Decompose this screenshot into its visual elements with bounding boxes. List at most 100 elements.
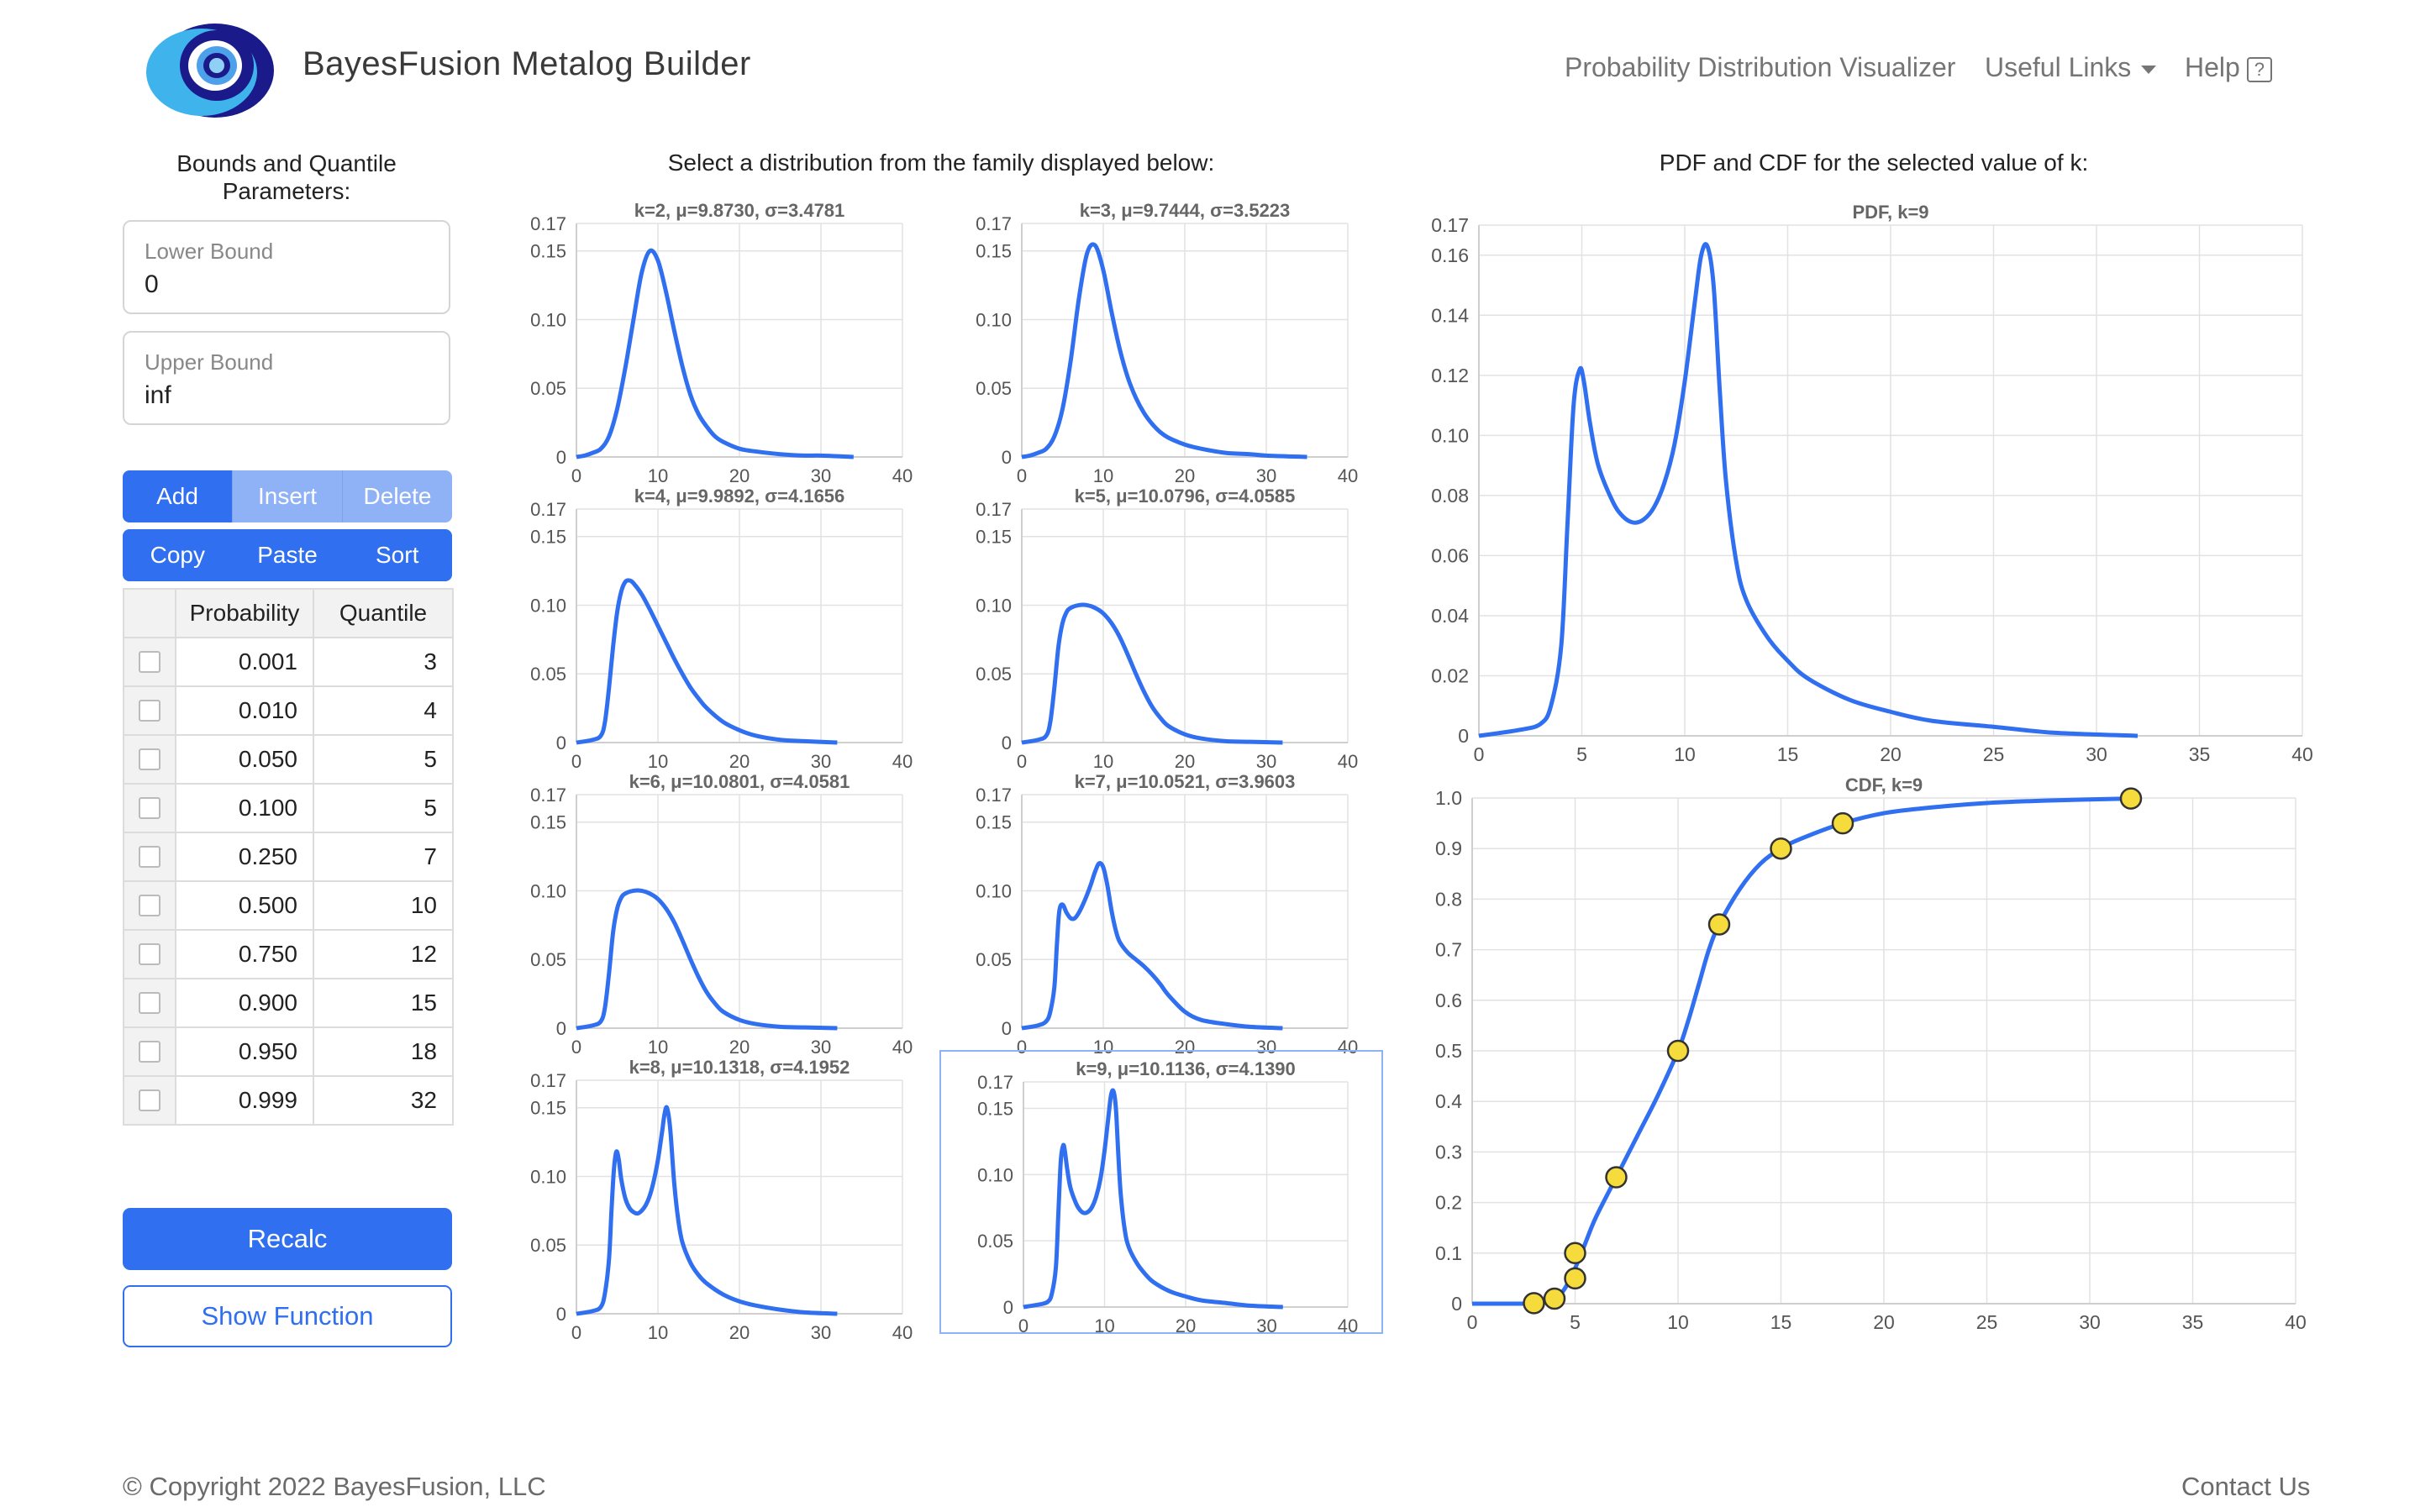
distribution-thumbnail-k7[interactable]: k=7, μ=10.0521, σ=3.9603 0 0.05 0.10 0.15 0.1… — [953, 771, 1398, 1058]
row-checkbox[interactable] — [139, 895, 160, 916]
distribution-thumbnail-k6[interactable]: k=6, μ=10.0801, σ=4.0581 0 0.05 0.10 0.15 0.1… — [508, 771, 953, 1058]
quantile-cell[interactable]: 7 — [313, 832, 454, 882]
y-tick-label: 0.3 — [1435, 1141, 1462, 1163]
row-select-cell[interactable] — [123, 1026, 176, 1077]
row-select-cell[interactable] — [123, 880, 176, 931]
recalc-button[interactable]: Recalc — [123, 1208, 452, 1270]
x-tick-label: 20 — [729, 1322, 750, 1342]
lower-bound-value[interactable]: 0 — [145, 270, 159, 298]
table-row[interactable]: 0.050 5 — [123, 734, 454, 785]
probability-cell[interactable]: 0.010 — [175, 685, 314, 736]
probability-cell[interactable]: 0.950 — [175, 1026, 314, 1077]
quantile-point[interactable] — [1666, 1039, 1690, 1063]
probability-cell[interactable]: 0.500 — [175, 880, 314, 931]
x-tick-label: 40 — [1338, 465, 1358, 486]
table-row[interactable]: 0.001 3 — [123, 637, 454, 687]
table-row[interactable]: 0.100 5 — [123, 783, 454, 833]
x-tick-label: 10 — [1674, 743, 1696, 764]
y-tick-label: 0 — [556, 1018, 566, 1039]
probability-cell[interactable]: 0.050 — [175, 734, 314, 785]
quantile-point[interactable] — [2119, 787, 2143, 810]
distribution-thumbnail-k4[interactable]: k=4, μ=9.9892, σ=4.1656 0 0.05 0.10 0.15 0.17… — [508, 486, 953, 772]
y-tick-label: 0.14 — [1431, 304, 1469, 326]
quantile-point[interactable] — [1543, 1287, 1566, 1310]
series-line — [576, 1105, 838, 1316]
row-checkbox[interactable] — [139, 748, 160, 770]
row-select-cell[interactable] — [123, 832, 176, 882]
quantile-point[interactable] — [1564, 1267, 1586, 1290]
quantile-point[interactable] — [1564, 1242, 1586, 1265]
row-checkbox[interactable] — [139, 943, 160, 965]
x-tick-label: 20 — [1176, 1315, 1196, 1336]
upper-bound-field[interactable]: Upper Bound inf — [123, 331, 450, 425]
probability-cell[interactable]: 0.900 — [175, 978, 314, 1028]
nav-useful-links-dropdown[interactable]: Useful Links — [1985, 52, 2157, 83]
x-tick-label: 10 — [1093, 751, 1113, 771]
upper-bound-value[interactable]: inf — [145, 381, 171, 409]
quantile-cell[interactable]: 3 — [313, 637, 454, 687]
x-tick-label: 30 — [2086, 743, 2107, 764]
quantile-point[interactable] — [1831, 811, 1854, 835]
row-checkbox[interactable] — [139, 1041, 160, 1063]
row-checkbox[interactable] — [139, 651, 160, 673]
sort-button[interactable]: Sort — [376, 542, 419, 568]
copy-button[interactable]: Copy — [150, 542, 206, 568]
row-checkbox[interactable] — [139, 700, 160, 722]
probability-cell[interactable]: 0.750 — [175, 929, 314, 979]
insert-button[interactable]: Insert — [232, 470, 343, 522]
quantile-cell[interactable]: 15 — [313, 978, 454, 1028]
paste-button[interactable]: Paste — [257, 542, 318, 568]
y-tick-label: 0.05 — [976, 949, 1012, 970]
nav-probability-distribution-visualizer[interactable]: Probability Distribution Visualizer — [1565, 52, 1956, 82]
quantile-cell[interactable]: 5 — [313, 734, 454, 785]
quantile-point[interactable] — [1707, 913, 1731, 936]
distribution-thumbnail-k5[interactable]: k=5, μ=10.0796, σ=4.0585 0 0.05 0.10 0.15 0.1… — [953, 486, 1398, 772]
quantile-point[interactable] — [1770, 837, 1792, 860]
table-row[interactable]: 0.010 4 — [123, 685, 454, 736]
quantile-cell[interactable]: 10 — [313, 880, 454, 931]
probability-cell[interactable]: 0.001 — [175, 637, 314, 687]
row-select-cell[interactable] — [123, 685, 176, 736]
table-row[interactable]: 0.500 10 — [123, 880, 454, 931]
quantile-cell[interactable]: 5 — [313, 783, 454, 833]
quantile-cell[interactable]: 18 — [313, 1026, 454, 1077]
delete-button[interactable]: Delete — [343, 470, 452, 522]
probability-cell[interactable]: 0.100 — [175, 783, 314, 833]
quantile-cell[interactable]: 12 — [313, 929, 454, 979]
y-tick-label: 0.15 — [530, 527, 566, 548]
row-checkbox[interactable] — [139, 797, 160, 819]
quantile-cell[interactable]: 4 — [313, 685, 454, 736]
y-tick-label: 0.6 — [1435, 990, 1462, 1011]
row-select-cell[interactable] — [123, 1075, 176, 1126]
contact-us-link[interactable]: Contact Us — [2181, 1472, 2311, 1501]
table-row[interactable]: 0.999 32 — [123, 1075, 454, 1126]
y-tick-label: 0.05 — [530, 949, 566, 970]
lower-bound-field[interactable]: Lower Bound 0 — [123, 220, 450, 314]
distribution-thumbnail-k3[interactable]: k=3, μ=9.7444, σ=3.5223 0 0.05 0.10 0.15 0.17… — [953, 200, 1398, 486]
show-function-button[interactable]: Show Function — [123, 1285, 452, 1347]
row-select-cell[interactable] — [123, 978, 176, 1028]
quantile-point[interactable] — [1523, 1292, 1545, 1315]
add-button[interactable]: Add — [123, 470, 232, 522]
row-select-cell[interactable] — [123, 783, 176, 833]
k7-chart-svg: k=7, μ=10.0521, σ=3.9603 0 0.05 0.10 0.15 0.1… — [976, 771, 1358, 1058]
table-row[interactable]: 0.900 15 — [123, 978, 454, 1028]
row-select-cell[interactable] — [123, 929, 176, 979]
table-row[interactable]: 0.250 7 — [123, 832, 454, 882]
row-checkbox[interactable] — [139, 846, 160, 868]
row-select-cell[interactable] — [123, 734, 176, 785]
distribution-thumbnail-k8[interactable]: k=8, μ=10.1318, σ=4.1952 0 0.05 0.10 0.15 0.1… — [508, 1057, 953, 1343]
probability-cell[interactable]: 0.250 — [175, 832, 314, 882]
quantile-cell[interactable]: 32 — [313, 1075, 454, 1126]
distribution-thumbnail-k9[interactable]: k=9, μ=10.1136, σ=4.1390 0 0.05 0.10 0.15 0.1… — [939, 1050, 1383, 1336]
x-tick-label: 10 — [648, 1037, 668, 1057]
row-checkbox[interactable] — [139, 1089, 160, 1111]
row-select-cell[interactable] — [123, 637, 176, 687]
distribution-thumbnail-k2[interactable]: k=2, μ=9.8730, σ=3.4781 0 0.05 0.10 0.15 0.17… — [508, 200, 953, 486]
nav-help[interactable]: Help? — [2185, 52, 2272, 83]
table-row[interactable]: 0.750 12 — [123, 929, 454, 979]
probability-cell[interactable]: 0.999 — [175, 1075, 314, 1126]
row-checkbox[interactable] — [139, 992, 160, 1014]
quantile-point[interactable] — [1605, 1166, 1628, 1189]
table-row[interactable]: 0.950 18 — [123, 1026, 454, 1077]
